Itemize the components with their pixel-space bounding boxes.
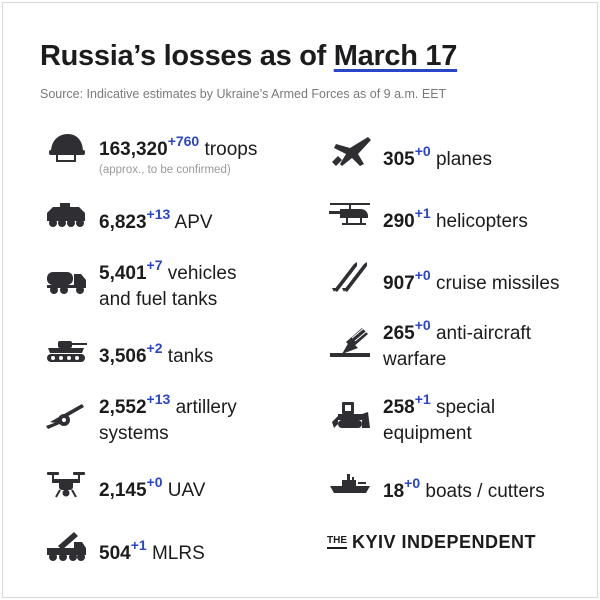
stat-planes: 305+0 planes xyxy=(327,132,492,173)
troops-delta: +760 xyxy=(167,133,200,149)
stat-helicopters: 290+1 helicopters xyxy=(327,194,528,235)
apv-delta: +13 xyxy=(146,206,171,222)
antiair-label: anti-aircraft xyxy=(435,323,531,344)
warship-icon xyxy=(327,464,373,504)
troops-label: troops xyxy=(204,139,258,160)
stat-boats: 18+0 boats / cutters xyxy=(327,464,545,505)
artillery-icon xyxy=(43,394,89,434)
helicopters-delta: +1 xyxy=(414,205,431,221)
tanks-count: 3,506 xyxy=(99,346,147,367)
stat-uav: 2,145+0 UAV xyxy=(43,464,205,504)
fuel-truck-icon xyxy=(43,260,89,300)
antiair-delta: +0 xyxy=(414,317,431,333)
vehicles-label-2: and fuel tanks xyxy=(99,289,218,310)
mlrs-label: MLRS xyxy=(151,543,205,564)
kyiv-independent-logo: THE KYIV INDEPENDENT xyxy=(327,532,536,553)
drone-icon xyxy=(43,464,89,504)
stat-anti-aircraft: 265+0 anti-aircraft warfare xyxy=(327,312,531,373)
planes-delta: +0 xyxy=(414,143,431,159)
planes-label: planes xyxy=(435,149,492,170)
anti-aircraft-icon xyxy=(327,322,373,362)
tank-icon xyxy=(43,330,89,370)
boats-count: 18 xyxy=(383,481,405,502)
cruise-count: 907 xyxy=(383,273,415,294)
source-note: Source: Indicative estimates by Ukraine’… xyxy=(40,87,447,101)
helicopter-icon xyxy=(327,194,373,234)
antiair-count: 265 xyxy=(383,323,415,344)
stat-troops: 163,320+760 troops (approx., to be confir… xyxy=(43,128,257,177)
title-date: March 17 xyxy=(333,40,458,72)
mlrs-count: 504 xyxy=(99,543,131,564)
tanks-delta: +2 xyxy=(146,340,163,356)
page-title: Russia’s losses as of March 17 xyxy=(40,40,457,73)
tanks-label: tanks xyxy=(167,346,214,367)
helmet-icon xyxy=(43,128,89,168)
helicopters-label: helicopters xyxy=(435,211,528,232)
uav-delta: +0 xyxy=(146,474,163,490)
vehicles-label: vehicles xyxy=(167,263,237,284)
troops-note: (approx., to be confirmed) xyxy=(99,164,231,176)
boats-delta: +0 xyxy=(404,475,421,491)
artillery-delta: +13 xyxy=(146,391,171,407)
uav-count: 2,145 xyxy=(99,480,147,501)
missiles-icon xyxy=(327,256,373,296)
special-label-2: equipment xyxy=(383,423,472,444)
stat-apv: 6,823+13 APV xyxy=(43,195,213,236)
apv-count: 6,823 xyxy=(99,212,147,233)
stat-mlrs: 504+1 MLRS xyxy=(43,526,205,567)
planes-count: 305 xyxy=(383,149,415,170)
title-text: Russia’s losses as of xyxy=(40,40,334,72)
stat-artillery: 2,552+13 artillery systems xyxy=(43,386,237,447)
special-delta: +1 xyxy=(414,391,431,407)
bulldozer-icon xyxy=(327,394,373,434)
stat-cruise-missiles: 907+0 cruise missiles xyxy=(327,256,559,297)
troops-count: 163,320 xyxy=(99,139,168,160)
stat-vehicles: 5,401+7 vehicles and fuel tanks xyxy=(43,252,236,313)
stat-tanks: 3,506+2 tanks xyxy=(43,330,213,370)
stat-special-equipment: 258+1 special equipment xyxy=(327,386,495,447)
mlrs-delta: +1 xyxy=(130,537,147,553)
boats-label: boats / cutters xyxy=(425,481,545,502)
logo-name: KYIV INDEPENDENT xyxy=(352,532,537,552)
mlrs-icon xyxy=(43,526,89,566)
antiair-label-2: warfare xyxy=(383,349,447,370)
cruise-label: cruise missiles xyxy=(435,273,560,294)
vehicles-count: 5,401 xyxy=(99,263,147,284)
uav-label: UAV xyxy=(167,480,206,501)
special-label: special xyxy=(435,397,496,418)
vehicles-delta: +7 xyxy=(146,257,163,273)
logo-the: THE xyxy=(327,536,347,549)
artillery-label-2: systems xyxy=(99,423,169,444)
artillery-count: 2,552 xyxy=(99,397,147,418)
jet-icon xyxy=(327,132,373,172)
cruise-delta: +0 xyxy=(414,267,431,283)
apv-label: APV xyxy=(174,212,213,233)
armored-vehicle-icon xyxy=(43,195,89,235)
special-count: 258 xyxy=(383,397,415,418)
artillery-label: artillery xyxy=(175,397,237,418)
helicopters-count: 290 xyxy=(383,211,415,232)
